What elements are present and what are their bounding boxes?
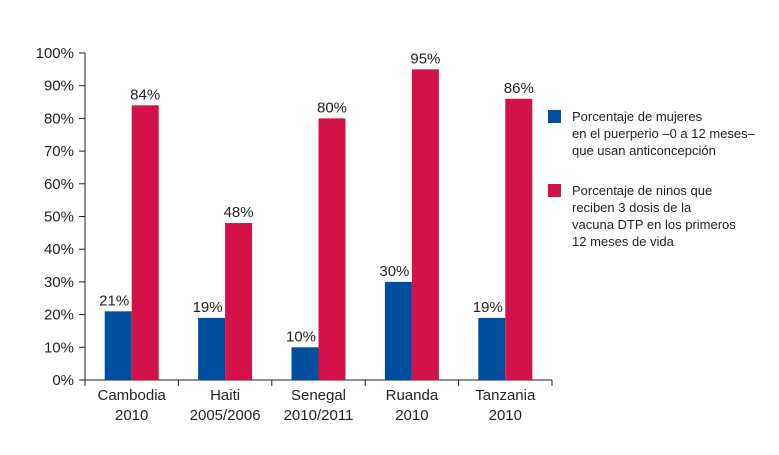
y-tick-label: 70% <box>44 143 74 160</box>
y-tick-label: 80% <box>44 110 74 127</box>
bar-children-dtp <box>411 69 439 380</box>
y-tick-label: 50% <box>44 209 74 226</box>
data-label: 48% <box>224 204 254 221</box>
bar-children-dtp <box>225 223 253 380</box>
legend-item-children-dtp: Porcentaje de ninos que reciben 3 dosis … <box>548 182 776 250</box>
data-label: 84% <box>130 86 160 103</box>
x-category-year: 2010/2011 <box>284 407 354 424</box>
bar-women-contraception <box>104 311 132 380</box>
bar-children-dtp <box>131 105 159 380</box>
data-label: 19% <box>193 299 223 316</box>
x-category-year: 2005/2006 <box>190 407 261 424</box>
x-category-label: Tanzania <box>475 387 536 404</box>
data-label: 30% <box>379 263 409 280</box>
x-category-label: Senegal <box>291 387 346 404</box>
x-category-label: Ruanda <box>386 387 439 404</box>
y-tick-label: 90% <box>44 78 74 95</box>
data-label: 80% <box>317 99 347 116</box>
bar-women-contraception <box>198 317 226 380</box>
legend-swatch-blue <box>548 110 561 123</box>
bar-children-dtp <box>505 98 533 380</box>
y-tick-label: 30% <box>44 274 74 291</box>
data-label: 19% <box>473 299 503 316</box>
y-tick-label: 20% <box>44 307 74 324</box>
bar-women-contraception <box>478 317 506 380</box>
legend-label: Porcentaje de mujeres en el puerperio –0… <box>572 109 755 158</box>
legend-swatch-red <box>548 184 561 197</box>
x-category-label: Haiti <box>210 387 240 404</box>
legend-item-women-contraception: Porcentaje de mujeres en el puerperio –0… <box>548 108 776 159</box>
y-axis: 0% 10% 20% 30% 40% 50% 60% 70% 80% 90% 100% <box>36 45 86 389</box>
data-labels: 21% 84% 19% 48% 10% 80% 30% 95% 19% 86% <box>99 50 534 345</box>
x-category-year: 2010 <box>395 407 428 424</box>
y-tick-label: 10% <box>44 339 74 356</box>
x-axis: Cambodia 2010 Haiti 2005/2006 Senegal 2010/20… <box>84 379 553 424</box>
data-label: 21% <box>99 292 129 309</box>
y-tick-label: 0% <box>52 372 74 389</box>
bar-women-contraception <box>291 347 319 380</box>
y-tick-label: 40% <box>44 241 74 258</box>
x-category-label: Cambodia <box>98 387 167 404</box>
bars <box>104 69 533 381</box>
x-category-year: 2010 <box>115 407 148 424</box>
x-category-year: 2010 <box>489 407 522 424</box>
legend-label: Porcentaje de ninos que reciben 3 dosis … <box>572 183 736 249</box>
bar-women-contraception <box>384 281 412 380</box>
data-label: 86% <box>504 80 534 97</box>
data-label: 10% <box>286 328 316 345</box>
bar-children-dtp <box>318 118 346 381</box>
data-label: 95% <box>410 50 440 67</box>
y-tick-label: 60% <box>44 176 74 193</box>
legend: Porcentaje de mujeres en el puerperio –0… <box>548 108 776 273</box>
y-tick-label: 100% <box>36 45 74 62</box>
